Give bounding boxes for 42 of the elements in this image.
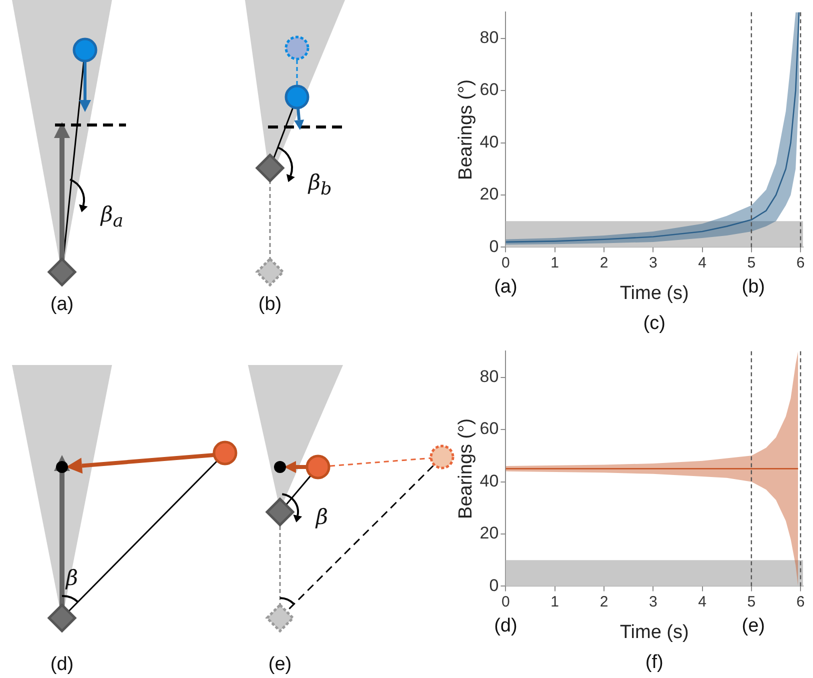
x-tick-label: 5 — [747, 254, 756, 272]
x-axis-title: Time (s) — [620, 622, 689, 643]
text: (e) — [742, 615, 765, 636]
text: (b) — [742, 276, 765, 298]
text: β$_{a}$ — [100, 202, 124, 232]
y-tick-label: 80 — [480, 28, 499, 47]
x-tick-label: 1 — [550, 593, 560, 610]
text: (b) — [258, 294, 282, 316]
y-tick-label: 60 — [480, 80, 499, 100]
x-tick-label: 6 — [796, 254, 805, 272]
text: β$_{b}$ — [308, 170, 332, 200]
x-tick-label: 5 — [747, 593, 756, 610]
y-tick-label: 0 — [489, 576, 499, 595]
x-tick-label: 6 — [796, 593, 805, 610]
y-tick-label: 20 — [480, 184, 499, 204]
x-tick-label: 2 — [600, 593, 608, 610]
y-tick-label: 40 — [480, 471, 499, 490]
y-axis-title: Bearings (°) — [456, 79, 477, 180]
x-tick-label: 3 — [648, 593, 658, 610]
x-tick-label: 4 — [698, 254, 706, 272]
x-tick-label: 1 — [550, 254, 560, 272]
text: (d) — [494, 615, 518, 636]
x-axis-title: Time (s) — [620, 282, 689, 304]
text: (a) — [50, 294, 74, 316]
x-tick-label: 4 — [698, 593, 706, 610]
text: β — [316, 505, 328, 529]
text: β — [66, 566, 78, 590]
y-tick-label: 40 — [480, 132, 499, 152]
text: (a) — [494, 276, 518, 298]
x-tick-label: 2 — [600, 254, 608, 272]
y-tick-label: 20 — [480, 524, 499, 543]
text: (e) — [268, 654, 292, 676]
x-tick-label: 0 — [502, 593, 510, 610]
x-tick-label: 0 — [502, 254, 510, 272]
text: (c) — [643, 313, 666, 334]
text: (d) — [50, 654, 74, 676]
y-tick-label: 60 — [480, 419, 499, 438]
x-tick-label: 3 — [648, 254, 658, 272]
y-axis-title: Bearings (°) — [456, 418, 477, 519]
y-tick-label: 0 — [489, 236, 499, 256]
text: (f) — [645, 652, 664, 674]
y-tick-label: 80 — [480, 367, 499, 386]
